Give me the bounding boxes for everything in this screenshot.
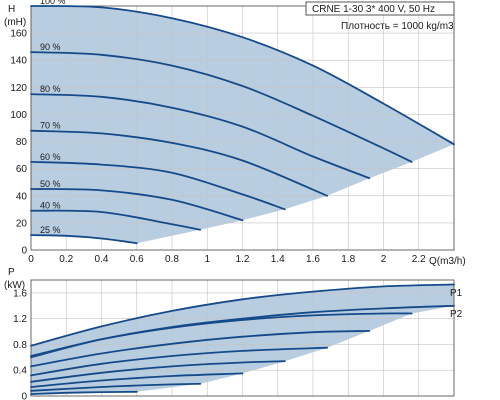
flow-axis-label: Q(m3/h) bbox=[429, 256, 466, 267]
y-tick-label: 1.2 bbox=[13, 314, 27, 325]
power-curve-3 bbox=[30, 330, 371, 368]
x-tick-label: 2.2 bbox=[412, 254, 426, 265]
x-tick-label: 1.4 bbox=[271, 254, 285, 265]
speed-label: 100 % bbox=[40, 0, 66, 6]
x-tick-label: 1.2 bbox=[236, 254, 250, 265]
head-curve-7 bbox=[30, 234, 138, 245]
y-tick-label: 160 bbox=[10, 29, 27, 40]
y-tick-label: 60 bbox=[16, 164, 28, 175]
y-tick-label: 120 bbox=[10, 83, 27, 94]
head-axis-unit: (mH) bbox=[4, 17, 26, 28]
power-curve-8 bbox=[30, 390, 138, 395]
head-curve-4 bbox=[30, 161, 286, 211]
head-curve-2 bbox=[30, 93, 371, 180]
x-tick-label: 1.8 bbox=[341, 254, 355, 265]
x-tick-label: 2 bbox=[381, 254, 387, 265]
x-tick-label: 0 bbox=[28, 254, 34, 265]
power-curve-6 bbox=[30, 372, 244, 388]
x-tick-label: 0.2 bbox=[59, 254, 73, 265]
info-box bbox=[305, 1, 455, 16]
power-curve-2 bbox=[30, 312, 413, 357]
head-curve-3 bbox=[30, 129, 328, 197]
y-tick-label: 100 bbox=[10, 110, 27, 121]
plot-frame bbox=[30, 5, 455, 251]
plot-frame bbox=[30, 279, 455, 397]
power-panel: 0 0.4 0.8 1.2 1.6 bbox=[13, 279, 455, 400]
y-tick-label: 0 bbox=[21, 246, 27, 257]
head-axis-label: H bbox=[8, 4, 15, 15]
p2-label: P2 bbox=[450, 309, 463, 320]
y-tick-label: 40 bbox=[16, 191, 28, 202]
x-tick-label: 0.8 bbox=[165, 254, 179, 265]
speed-label: 90 % bbox=[40, 42, 61, 52]
power-curve-4 bbox=[30, 346, 328, 377]
speed-label: 50 % bbox=[40, 179, 61, 189]
power-curve-7 bbox=[30, 382, 202, 392]
power-curve-5 bbox=[30, 360, 286, 383]
head-curve-6 bbox=[30, 209, 202, 231]
pump-model-text: CRNE 1-30 3* 400 V, 50 Hz bbox=[312, 4, 435, 15]
y-tick-label: 140 bbox=[10, 56, 27, 67]
y-tick-label: 20 bbox=[16, 218, 28, 229]
y-tick-label: 80 bbox=[16, 137, 28, 148]
head-curve-0 bbox=[30, 5, 455, 146]
power-curve-0 bbox=[30, 283, 455, 347]
speed-label: 70 % bbox=[40, 121, 61, 131]
head-panel: 0 20 40 60 80 100 120 140 160 0 0.2 0.4 0.6 0.8 1 1.2 1.… bbox=[10, 0, 455, 265]
x-tick-label: 0.4 bbox=[95, 254, 109, 265]
y-tick-label: 0.8 bbox=[13, 340, 27, 351]
head-curve-5 bbox=[30, 188, 244, 222]
y-tick-label: 0 bbox=[21, 392, 27, 400]
y-tick-label: 0.4 bbox=[13, 366, 27, 377]
power-axis-label: P bbox=[8, 267, 15, 278]
speed-label: 25 % bbox=[40, 225, 61, 235]
speed-label: 60 % bbox=[40, 152, 61, 162]
speed-label: 80 % bbox=[40, 84, 61, 94]
head-curve-1 bbox=[30, 51, 413, 163]
x-tick-label: 1 bbox=[204, 254, 210, 265]
y-tick-label: 1.6 bbox=[13, 288, 27, 299]
density-text: Плотность = 1000 kg/m3 bbox=[341, 21, 454, 32]
p1-label: P1 bbox=[450, 288, 463, 299]
speed-label: 40 % bbox=[40, 201, 61, 211]
x-tick-label: 1.6 bbox=[306, 254, 320, 265]
power-axis-unit: (kW) bbox=[4, 280, 25, 291]
x-tick-label: 0.6 bbox=[130, 254, 144, 265]
